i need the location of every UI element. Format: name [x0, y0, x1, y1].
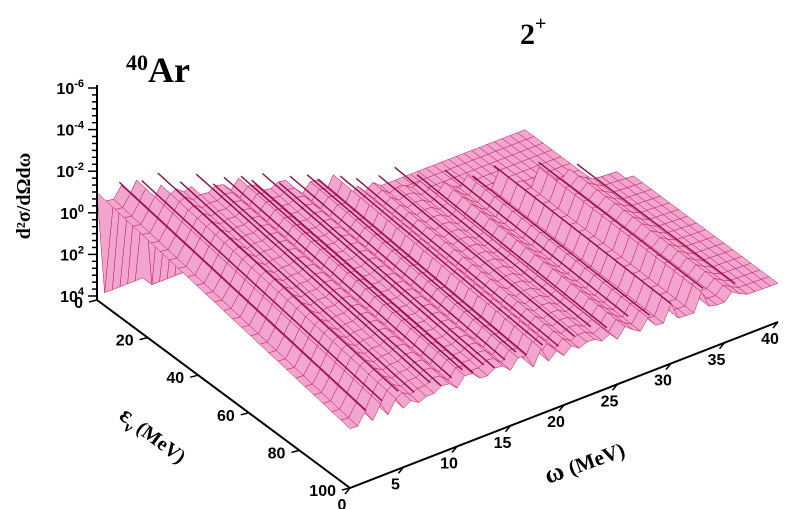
resonance-ridge [278, 182, 495, 369]
omega-tick-label: 15 [494, 435, 512, 452]
epsilon-tick-label: 0 [74, 295, 83, 312]
z-axis-title: d²σ/dΩdω [13, 153, 35, 239]
resonance-ridge [223, 176, 453, 379]
omega-tick-label: 30 [654, 373, 672, 390]
epsilon-tick-mark [240, 412, 249, 416]
resonance-ridge [416, 174, 608, 329]
z-tick-label: 102 [60, 244, 84, 264]
epsilon-tick-label: 100 [309, 483, 336, 500]
omega-tick-mark [397, 466, 405, 474]
omega-tick-mark [344, 487, 351, 495]
resonance-ridge [240, 175, 463, 371]
omega-tick-label: 0 [338, 497, 347, 509]
resonance-ridge [394, 166, 592, 328]
z-tick-label: 10-2 [56, 161, 84, 181]
resonance-ridge [118, 181, 367, 412]
omega-tick-label: 25 [601, 393, 619, 410]
resonance-ridge [317, 178, 527, 356]
ticks: 0 5 10 15 20 25 30 35 40 0 20 40 60 80 100 10-6 10-4 10-2… [56, 78, 779, 509]
surface-patch [340, 417, 359, 429]
z-tick-label: 104 [60, 286, 85, 306]
resonance-ridge [141, 180, 383, 402]
epsilon-tick-mark [291, 449, 300, 454]
omega-tick-mark [772, 321, 779, 329]
epsilon-tick-mark [139, 336, 148, 341]
resonance-ridge [576, 163, 736, 285]
epsilon-tick-label: 60 [217, 408, 235, 425]
epsilon-tick-mark [190, 374, 199, 378]
omega-tick-mark [558, 404, 565, 412]
epsilon-unit: (MeV) [132, 417, 190, 468]
omega-tick-mark [504, 425, 512, 433]
resonance-ridge [493, 165, 672, 305]
omega-tick-mark [665, 363, 672, 370]
resonance-ridge [472, 175, 651, 316]
omega-tick-label: 20 [547, 414, 565, 431]
nucleus-mass-number: 40 [126, 50, 148, 75]
omega-unit: (MeV) [565, 438, 628, 480]
resonance-ridge [306, 174, 517, 353]
omega-tick-mark [451, 446, 458, 453]
resonance-ridge [212, 183, 442, 387]
omega-axis-title: ω(MeV) [540, 434, 628, 490]
z-tick-label: 100 [60, 203, 84, 223]
epsilon-axis-line [96, 299, 351, 489]
resonance-ridge [195, 173, 431, 384]
resonance-ridge [251, 179, 474, 374]
omega-tick-mark [611, 383, 619, 391]
multipole-base: 2 [520, 18, 535, 51]
epsilon-axis-title: εν(MeV) [112, 402, 192, 472]
resonance-ridge [444, 169, 629, 317]
epsilon-tick-label: 40 [166, 370, 184, 387]
epsilon-tick-label: 20 [116, 333, 134, 350]
omega-symbol: ω [540, 456, 568, 490]
resonance-ridge [355, 177, 560, 347]
resonance-ridge [378, 174, 576, 338]
resonance-ridge [157, 172, 399, 392]
nucleus-symbol: Ar [148, 50, 190, 90]
multipole-sup: + [535, 13, 546, 35]
omega-tick-mark [718, 342, 726, 350]
surface-mesh [96, 129, 779, 429]
omega-tick-label: 5 [391, 476, 400, 493]
epsilon-tick-mark [341, 487, 351, 491]
nucleus-label: 40Ar [126, 50, 190, 90]
omega-tick-label: 35 [708, 352, 726, 369]
epsilon-tick-label: 80 [268, 445, 286, 462]
omega-tick-label: 40 [761, 331, 779, 348]
resonance-ridge [261, 172, 485, 366]
omega-tick-label: 10 [440, 456, 458, 473]
resonance-ridge [289, 175, 506, 361]
resonance-ridge [339, 175, 544, 346]
epsilon-tick-mark [88, 299, 98, 303]
z-tick-label: 10-6 [56, 78, 84, 98]
z-tick-label: 10-4 [56, 120, 84, 140]
resonance-ridge [179, 181, 415, 393]
resonance-ridge [538, 161, 704, 289]
multipole-label: 2+ [520, 13, 546, 51]
